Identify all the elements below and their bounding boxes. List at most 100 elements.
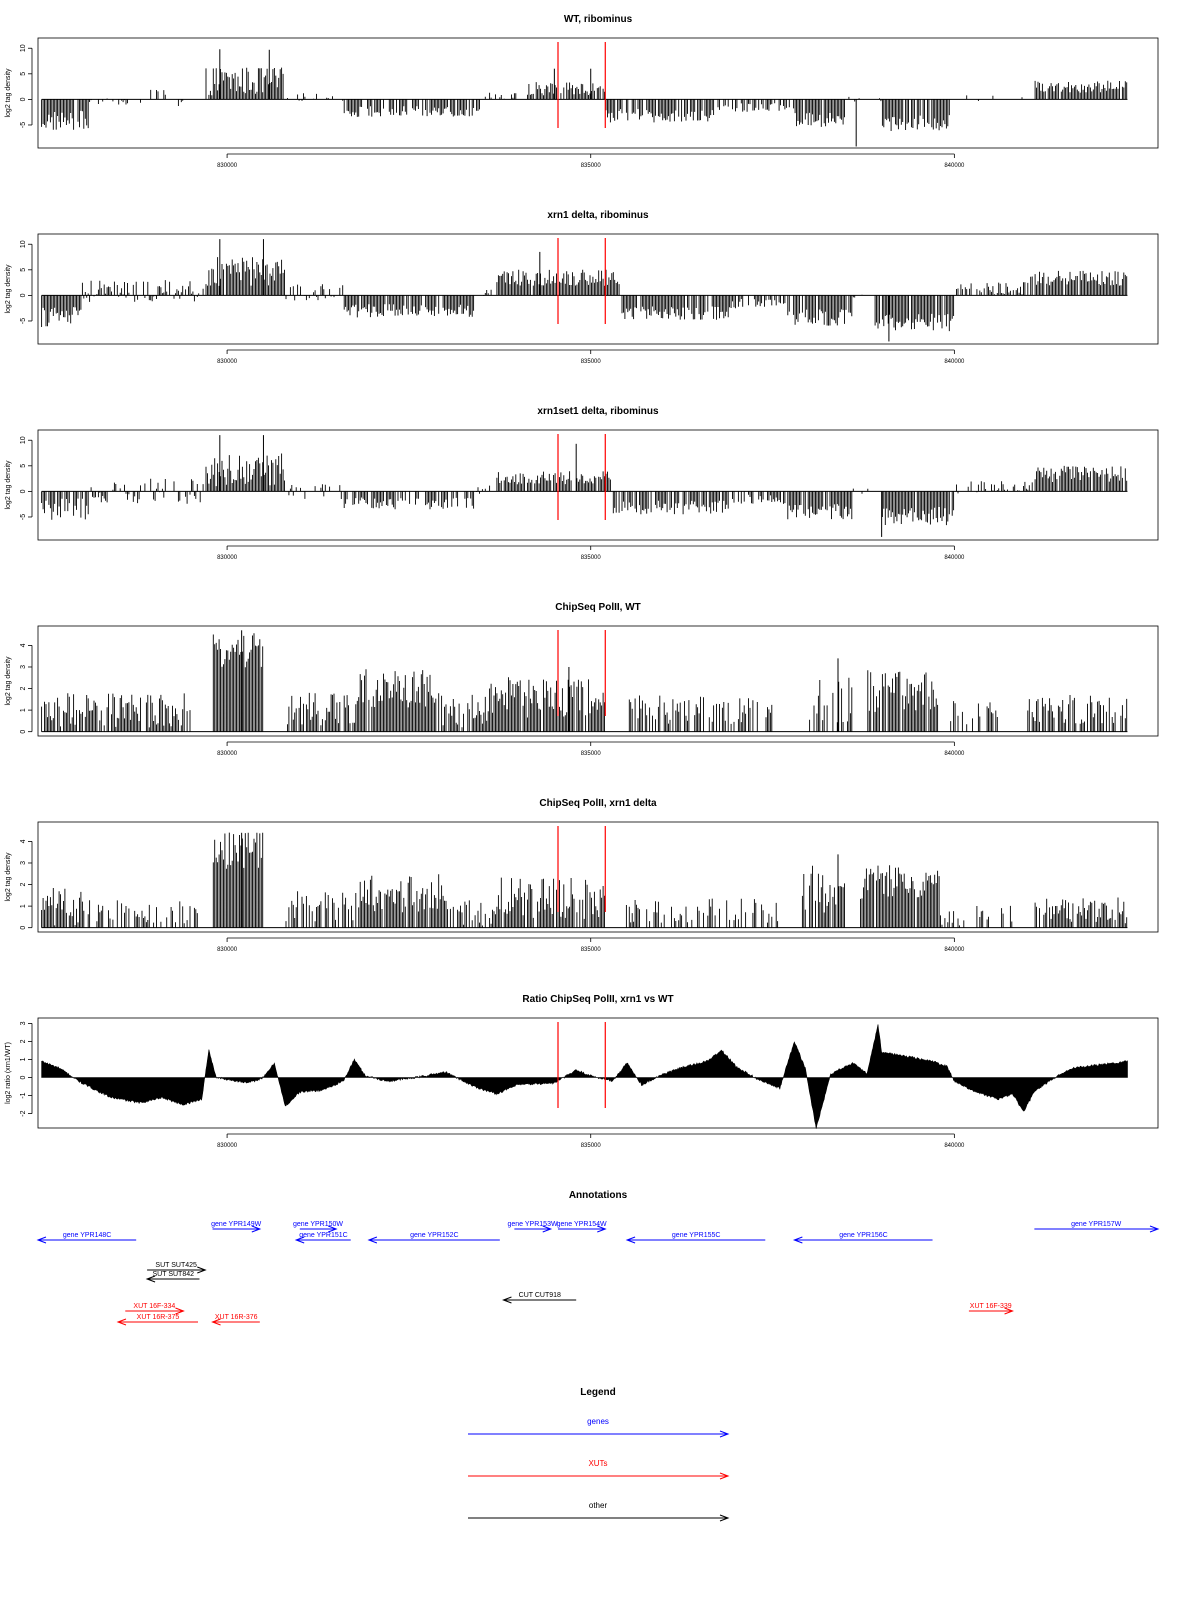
x-tick-label: 830000: [217, 163, 238, 169]
feature-label: XUT 16F-339: [970, 1303, 1012, 1310]
feature-label: SUT SUT425: [155, 1262, 197, 1269]
x-tick-label: 835000: [581, 1143, 602, 1149]
annotation-feature: XUT 16R-375: [116, 1314, 198, 1326]
annotation-feature: gene YPR154W: [557, 1221, 607, 1233]
data-series: [41, 239, 1128, 342]
panel-title: ChipSeq PolII, xrn1 delta: [539, 798, 657, 809]
y-tick-label: -1: [20, 1092, 27, 1098]
data-series: [41, 1024, 1128, 1129]
arrowhead-icon: [625, 1236, 636, 1244]
data-series: [41, 832, 1128, 929]
y-tick-label: 5: [20, 268, 27, 272]
plot-frame: [37, 429, 1159, 541]
x-tick-label: 840000: [944, 751, 965, 757]
y-tick-label: 1: [20, 904, 27, 908]
legend: Legend genes XUTs other: [468, 1387, 730, 1522]
x-tick-label: 830000: [217, 359, 238, 365]
annotation-feature: XUT 16R-376: [211, 1314, 260, 1326]
plot-frame: [37, 1017, 1159, 1129]
legend-title: Legend: [580, 1387, 616, 1398]
y-tick-label: 1: [20, 708, 27, 712]
feature-label: gene YPR155C: [672, 1232, 721, 1239]
chart-panel-5: ChipSeq PolII, xrn1 delta 0 1 2 3 4 log2 tag d…: [5, 798, 1159, 953]
annotations-track: Annotations gene YPR148C gene YPR149W gene …: [36, 1190, 1160, 1326]
feature-label: XUT 16R-376: [215, 1314, 258, 1321]
legend-label: other: [589, 1501, 608, 1510]
arrowhead-icon: [116, 1318, 127, 1326]
x-tick-label: 840000: [944, 163, 965, 169]
plot-frame: [37, 233, 1159, 345]
y-axis-label: log2 ratio (xrn1/WT): [5, 1042, 12, 1104]
density-bars: [41, 67, 1128, 131]
panel-title: xrn1 delta, ribominus: [547, 210, 649, 221]
y-tick-label: 5: [20, 72, 27, 76]
x-tick-label: 840000: [944, 1143, 965, 1149]
y-axis-label: log2 tag density: [5, 264, 12, 314]
annotation-feature: gene YPR155C: [625, 1232, 766, 1244]
y-axis-label: log2 tag density: [5, 852, 12, 902]
y-tick-label: -5: [20, 318, 27, 324]
annotation-feature: gene YPR156C: [792, 1232, 933, 1244]
annotation-feature: SUT SUT842: [145, 1271, 200, 1283]
data-series: [41, 630, 1128, 733]
feature-label: gene YPR151C: [299, 1232, 348, 1239]
x-tick-label: 840000: [944, 555, 965, 561]
plot-frame: [37, 37, 1159, 149]
arrowhead-icon: [251, 1225, 262, 1233]
annotation-feature: gene YPR148C: [36, 1232, 137, 1244]
y-tick-label: 0: [20, 926, 27, 930]
y-tick-label: 3: [20, 861, 27, 865]
arrowhead-icon: [294, 1236, 305, 1244]
x-tick-label: 835000: [581, 359, 602, 365]
y-tick-label: 10: [20, 436, 27, 444]
feature-label: gene YPR153W: [508, 1221, 558, 1228]
x-tick-label: 840000: [944, 359, 965, 365]
arrowhead-icon: [792, 1236, 803, 1244]
chart-panel-2: xrn1 delta, ribominus -5 0 5 10 log2 tag dens…: [5, 210, 1159, 365]
y-tick-label: 3: [20, 665, 27, 669]
arrowhead-icon: [719, 1472, 730, 1480]
arrowhead-icon: [542, 1225, 553, 1233]
ratio-area: [41, 1024, 1128, 1129]
x-tick-label: 830000: [217, 751, 238, 757]
feature-label: gene YPR154W: [557, 1221, 607, 1228]
x-tick-label: 830000: [217, 555, 238, 561]
arrowhead-icon: [1149, 1225, 1160, 1233]
y-tick-label: 4: [20, 643, 27, 647]
annotation-feature: SUT SUT425: [147, 1262, 207, 1274]
data-series: [41, 49, 1128, 147]
y-axis-label: log2 tag density: [5, 460, 12, 510]
annotation-feature: gene YPR152C: [367, 1232, 500, 1244]
feature-label: XUT 16F-334: [133, 1303, 175, 1310]
y-tick-label: 0: [20, 1075, 27, 1079]
x-tick-label: 830000: [217, 947, 238, 953]
feature-label: gene YPR157W: [1071, 1221, 1121, 1228]
arrowhead-icon: [211, 1318, 221, 1326]
y-tick-label: 10: [20, 44, 27, 52]
legend-item-other: other: [468, 1501, 730, 1522]
feature-label: SUT SUT842: [153, 1271, 195, 1278]
y-tick-label: 0: [20, 730, 27, 734]
arrowhead-icon: [328, 1225, 338, 1233]
chart-panel-4: ChipSeq PolII, WT 0 1 2 3 4 log2 tag density 83…: [5, 602, 1159, 757]
y-axis-label: log2 tag density: [5, 68, 12, 118]
y-tick-label: 0: [20, 97, 27, 101]
x-tick-label: 840000: [944, 947, 965, 953]
annotation-feature: gene YPR153W: [508, 1221, 558, 1233]
annotation-feature: XUT 16F-339: [968, 1303, 1014, 1315]
arrowhead-icon: [197, 1266, 207, 1274]
y-tick-label: 2: [20, 883, 27, 887]
arrowhead-icon: [36, 1236, 47, 1244]
x-tick-label: 835000: [581, 751, 602, 757]
plot-frame: [37, 625, 1159, 737]
density-bars: [41, 257, 1128, 332]
feature-label: gene YPR148C: [63, 1232, 112, 1239]
x-tick-label: 830000: [217, 1143, 238, 1149]
y-tick-label: 10: [20, 240, 27, 248]
legend-label: XUTs: [588, 1459, 607, 1468]
feature-label: gene YPR150W: [293, 1221, 343, 1228]
y-tick-label: 1: [20, 1057, 27, 1061]
x-tick-label: 835000: [581, 947, 602, 953]
arrowhead-icon: [175, 1307, 185, 1315]
y-tick-label: -5: [20, 514, 27, 520]
